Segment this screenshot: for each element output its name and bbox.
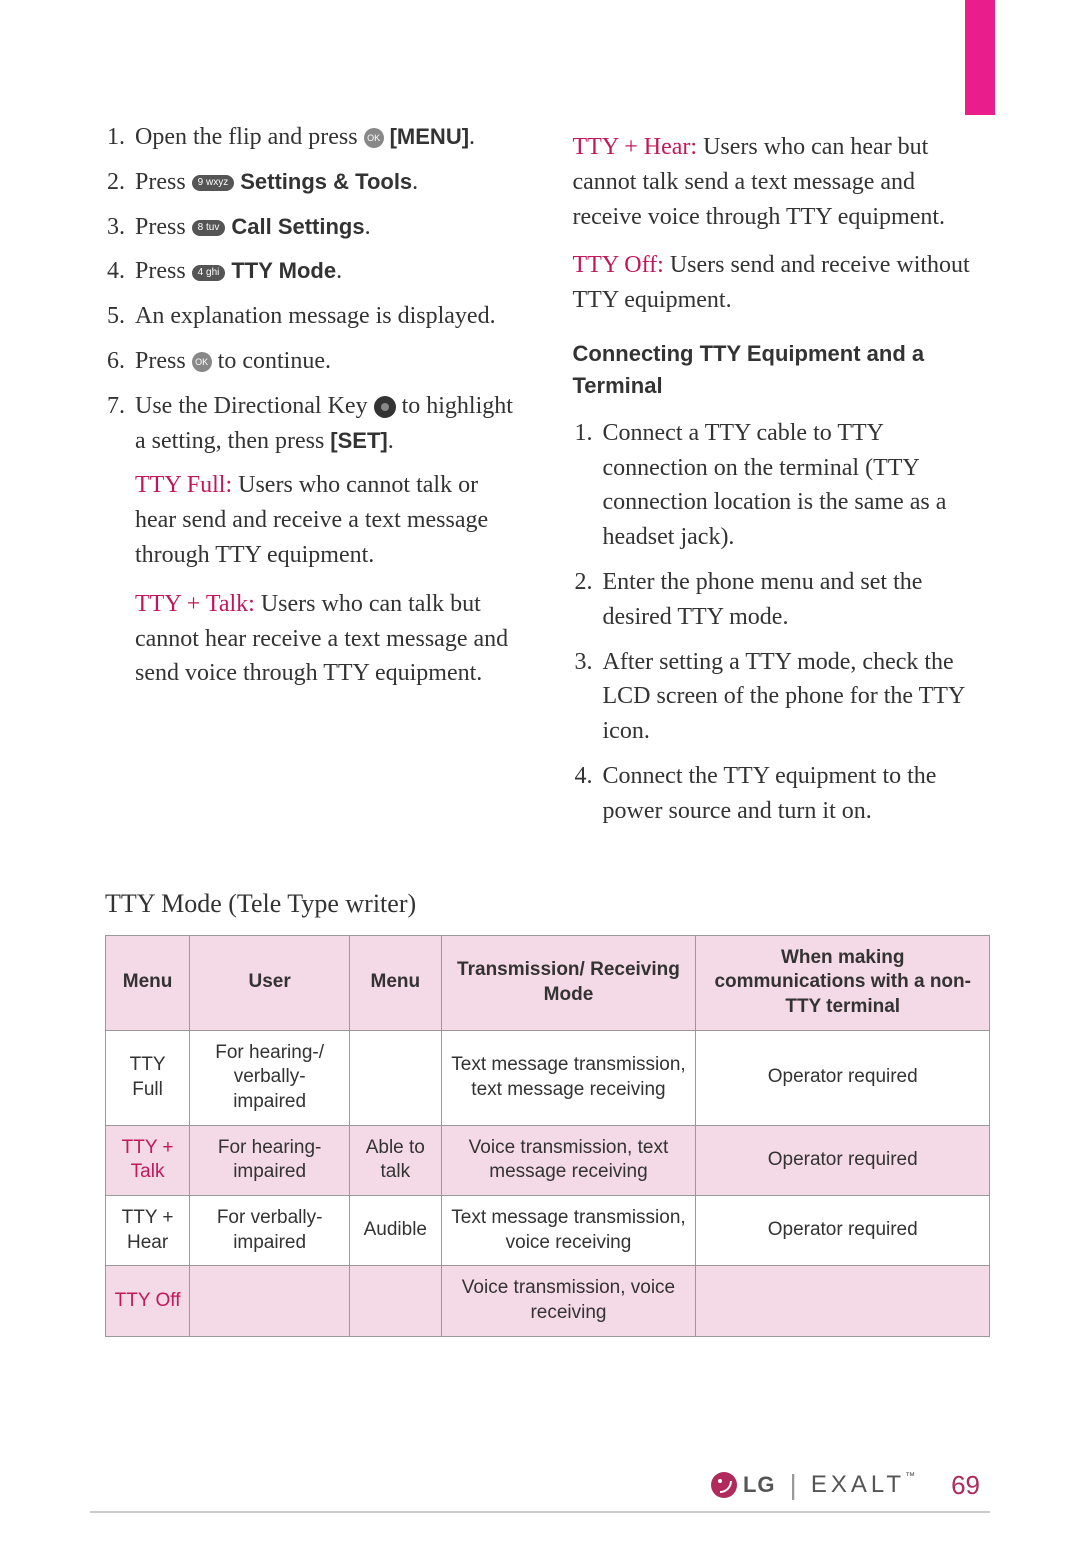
step-text: Enter the phone menu and set the desired… [603, 565, 991, 635]
key4-icon: 4 ghi [192, 265, 226, 281]
table-cell [350, 1266, 441, 1336]
table-cell: Able to talk [350, 1125, 441, 1195]
table-cell: Operator required [696, 1125, 990, 1195]
lg-logo: LG [711, 1472, 776, 1498]
tty-mode-descriptions-right: TTY + Hear: Users who can hear but canno… [573, 130, 991, 318]
table-header-cell: User [190, 935, 350, 1030]
sub-heading: Connecting TTY Equipment and a Terminal [573, 338, 991, 402]
table-header-row: MenuUserMenuTransmission/ Receiving Mode… [106, 935, 990, 1030]
table-cell: TTY + Talk [106, 1125, 190, 1195]
directional-key-icon [374, 396, 396, 418]
table-cell: Voice transmission, voice receiving [441, 1266, 696, 1336]
step-number: 3. [105, 210, 135, 245]
table-cell [350, 1030, 441, 1125]
step-text: Press 4 ghi TTY Mode. [135, 254, 523, 289]
page-edge-tab [965, 0, 995, 115]
procedure-steps-left: 1.Open the flip and press OK [MENU].2.Pr… [105, 120, 523, 458]
step-number: 5. [105, 299, 135, 334]
trademark-symbol: ™ [905, 1471, 919, 1482]
step-text: Open the flip and press OK [MENU]. [135, 120, 523, 155]
step-text: Press 8 tuv Call Settings. [135, 210, 523, 245]
table-row: TTY + HearFor verbally- impairedAudibleT… [106, 1196, 990, 1266]
page-number: 69 [951, 1470, 980, 1501]
mode-description: TTY + Hear: Users who can hear but canno… [573, 130, 991, 234]
table-header-cell: Menu [350, 935, 441, 1030]
table-header-cell: When making communications with a non-TT… [696, 935, 990, 1030]
ok-key-icon: OK [364, 128, 384, 148]
ok-key-icon: OK [192, 352, 212, 372]
step-text: Connect the TTY equipment to the power s… [603, 759, 991, 829]
footer-separator: | [790, 1469, 797, 1501]
table-cell: Operator required [696, 1030, 990, 1125]
model-name: EXALT™ [811, 1471, 919, 1499]
mode-label: TTY Full: [135, 472, 232, 498]
step-number: 4. [573, 759, 603, 829]
step-number: 3. [573, 645, 603, 749]
step-number: 6. [105, 344, 135, 379]
mode-description: TTY Off: Users send and receive without … [573, 248, 991, 318]
table-cell [190, 1266, 350, 1336]
step-item: 1.Connect a TTY cable to TTY connection … [573, 416, 991, 555]
key8-icon: 8 tuv [192, 220, 226, 236]
lg-logo-text: LG [743, 1472, 776, 1498]
table-cell: For verbally- impaired [190, 1196, 350, 1266]
mode-label: TTY + Talk: [135, 591, 255, 617]
step-item: 3.After setting a TTY mode, check the LC… [573, 645, 991, 749]
step-item: 6.Press OK to continue. [105, 344, 523, 379]
step-number: 2. [105, 165, 135, 200]
step-number: 7. [105, 389, 135, 459]
step-text: After setting a TTY mode, check the LCD … [603, 645, 991, 749]
page-content: 1.Open the flip and press OK [MENU].2.Pr… [0, 0, 1080, 1377]
table-cell: For hearing- impaired [190, 1125, 350, 1195]
model-text: EXALT [811, 1471, 905, 1498]
table-cell: For hearing-/ verbally- impaired [190, 1030, 350, 1125]
left-column: 1.Open the flip and press OK [MENU].2.Pr… [105, 120, 523, 839]
step-number: 1. [573, 416, 603, 555]
mode-description: TTY Full: Users who cannot talk or hear … [135, 468, 523, 572]
table-cell: Text message transmission, text message … [441, 1030, 696, 1125]
mode-label: TTY Off: [573, 252, 664, 278]
step-item: 4.Press 4 ghi TTY Mode. [105, 254, 523, 289]
table-row: TTY + TalkFor hearing- impairedAble to t… [106, 1125, 990, 1195]
step-text: Press 9 wxyz Settings & Tools. [135, 165, 523, 200]
tty-mode-descriptions-left: TTY Full: Users who cannot talk or hear … [105, 468, 523, 691]
table-title: TTY Mode (Tele Type writer) [105, 889, 990, 919]
step-text: Use the Directional Key to highlight a s… [135, 389, 523, 459]
key9-icon: 9 wxyz [192, 175, 235, 191]
table-cell: TTY Full [106, 1030, 190, 1125]
table-row: TTY Off Voice transmission, voice receivi… [106, 1266, 990, 1336]
step-item: 7.Use the Directional Key to highlight a… [105, 389, 523, 459]
table-cell: Operator required [696, 1196, 990, 1266]
step-item: 2.Enter the phone menu and set the desir… [573, 565, 991, 635]
step-item: 4.Connect the TTY equipment to the power… [573, 759, 991, 829]
table-header-cell: Transmission/ Receiving Mode [441, 935, 696, 1030]
procedure-steps-right: 1.Connect a TTY cable to TTY connection … [573, 416, 991, 829]
step-number: 1. [105, 120, 135, 155]
table-cell: Audible [350, 1196, 441, 1266]
step-item: 5.An explanation message is displayed. [105, 299, 523, 334]
table-cell: Text message transmission, voice receivi… [441, 1196, 696, 1266]
step-item: 1.Open the flip and press OK [MENU]. [105, 120, 523, 155]
table-header-cell: Menu [106, 935, 190, 1030]
tty-mode-table: MenuUserMenuTransmission/ Receiving Mode… [105, 935, 990, 1337]
table-cell [696, 1266, 990, 1336]
mode-label: TTY + Hear: [573, 134, 698, 160]
step-item: 3.Press 8 tuv Call Settings. [105, 210, 523, 245]
right-column: TTY + Hear: Users who can hear but canno… [573, 120, 991, 839]
page-footer: LG | EXALT™ 69 [711, 1469, 980, 1501]
footer-rule [90, 1511, 990, 1513]
step-item: 2.Press 9 wxyz Settings & Tools. [105, 165, 523, 200]
step-number: 2. [573, 565, 603, 635]
table-cell: TTY + Hear [106, 1196, 190, 1266]
table-cell: Voice transmission, text message receivi… [441, 1125, 696, 1195]
step-text: Press OK to continue. [135, 344, 523, 379]
table-row: TTY FullFor hearing-/ verbally- impaired… [106, 1030, 990, 1125]
two-column-layout: 1.Open the flip and press OK [MENU].2.Pr… [105, 120, 990, 839]
step-number: 4. [105, 254, 135, 289]
step-text: An explanation message is displayed. [135, 299, 523, 334]
table-cell: TTY Off [106, 1266, 190, 1336]
mode-description: TTY + Talk: Users who can talk but canno… [135, 587, 523, 691]
lg-logo-icon [711, 1472, 737, 1498]
step-text: Connect a TTY cable to TTY connection on… [603, 416, 991, 555]
